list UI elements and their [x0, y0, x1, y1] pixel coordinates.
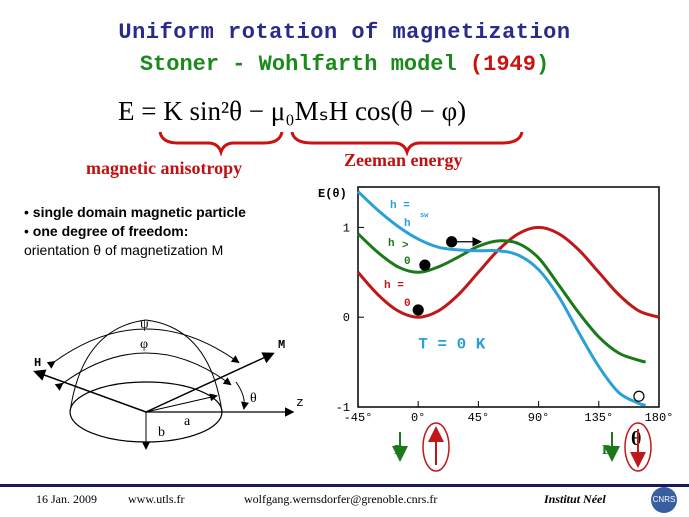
series-line	[356, 190, 647, 407]
series-label-h0: h =	[384, 280, 404, 292]
plot-frame	[357, 186, 660, 408]
zeeman-label: Zeeman energy	[344, 150, 463, 170]
bullet-item: orientation θ of magnetization M	[24, 242, 224, 258]
m-label: M	[278, 338, 285, 352]
bullet-item: • single domain magnetic particle	[24, 204, 246, 220]
anisotropy-label: magnetic anisotropy	[86, 158, 243, 178]
theta-label: θ	[250, 391, 257, 406]
model-year: (1949	[469, 52, 536, 77]
state-indicator-left: B	[392, 422, 450, 472]
particle-outline	[422, 422, 450, 472]
b-field-label: B	[394, 443, 403, 458]
x-tick-label: 180°	[645, 411, 674, 425]
footer-site[interactable]: www.utls.fr	[128, 492, 185, 506]
zeeman-brace	[290, 131, 524, 157]
a-label: a	[184, 414, 191, 429]
slide-subtitle: Stoner - Wohlfarth model (1949)	[0, 52, 689, 77]
b-field-label: B	[602, 443, 611, 458]
y-tick-label: 0	[343, 311, 350, 325]
phi-arc	[54, 352, 232, 391]
a-vector	[145, 393, 218, 413]
series-label-hsw: h =	[390, 200, 410, 212]
psi-arc	[46, 328, 240, 369]
energy-formula: E = K sin²θ − μ₀MₛH cos(θ − φ)	[118, 96, 467, 126]
x-tick-label: 135°	[584, 411, 613, 425]
footer-divider	[0, 484, 689, 487]
temperature-annotation: T = 0 K	[418, 336, 486, 354]
state-marker	[633, 390, 645, 402]
bullet-list: • single domain magnetic particle • one …	[24, 203, 246, 260]
series-line	[356, 232, 647, 364]
series-label-hgt: >	[402, 240, 409, 252]
series-label-hsw: sw	[420, 212, 429, 220]
h-vector	[33, 369, 147, 413]
slide-title: Uniform rotation of magnetization	[118, 20, 571, 45]
state-marker	[446, 236, 458, 248]
y-tick-label: -1	[336, 401, 350, 415]
z-label: z	[296, 395, 304, 410]
state-marker	[412, 304, 424, 316]
x-axis-label: θ	[631, 428, 641, 450]
series-label-hgt: 0	[404, 256, 411, 268]
phi-label: φ	[140, 337, 148, 352]
x-tick-label: 45°	[468, 411, 490, 425]
energy-chart: -45° 0° 45° 90° 135° 180°10-1 E(θ) θ T = 0 K …	[318, 186, 674, 472]
series-label-hsw: h	[404, 218, 411, 230]
psi-label: ψ	[140, 317, 149, 332]
h-label: H	[34, 356, 41, 370]
y-tick-label: 1	[343, 221, 350, 235]
series-label-h0: 0	[404, 298, 411, 310]
footer-email[interactable]: wolfgang.wernsdorfer@grenoble.cnrs.fr	[244, 492, 438, 506]
series-label-hgt: h	[388, 238, 395, 250]
state-marker	[419, 259, 431, 271]
x-tick-label: 0°	[411, 411, 425, 425]
model-name: Stoner - Wohlfarth model	[139, 52, 457, 77]
particle-outline	[624, 422, 652, 472]
x-tick-label: -45°	[344, 411, 373, 425]
b-label: b	[158, 425, 165, 440]
y-axis-label: E(θ)	[318, 187, 347, 201]
state-indicator-right: B	[602, 422, 652, 472]
anisotropy-brace	[158, 131, 284, 157]
geometry-sketch: ψ φ H M θ z a b	[33, 317, 304, 450]
bullet-item: • one degree of freedom:	[24, 223, 189, 239]
x-tick-label: 90°	[528, 411, 550, 425]
model-year-close: )	[535, 52, 550, 77]
footer-date: 16 Jan. 2009	[36, 492, 97, 506]
cnrs-logo: CNRS	[651, 487, 677, 513]
theta-arc	[235, 381, 249, 410]
footer-institute: Institut Néel	[544, 492, 606, 506]
hemisphere-arc	[69, 319, 223, 413]
